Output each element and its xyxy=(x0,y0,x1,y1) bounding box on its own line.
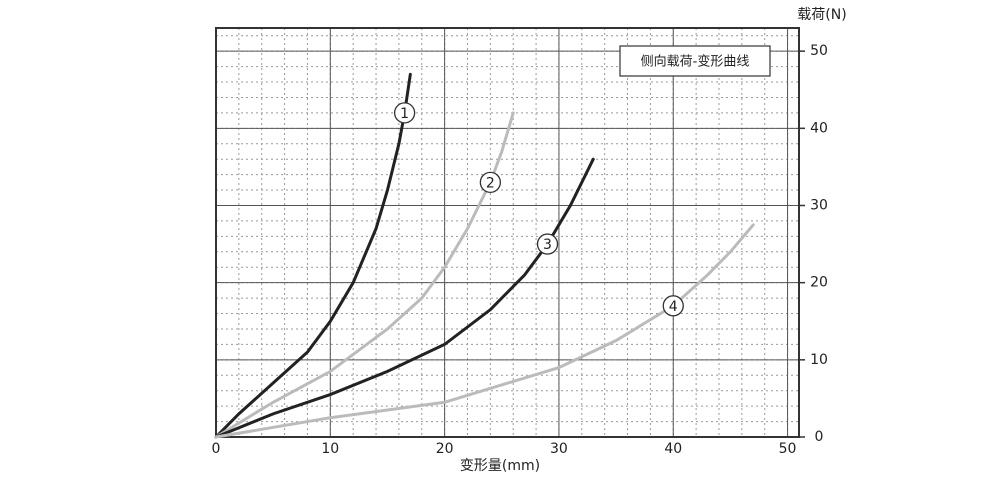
plot-frame xyxy=(215,27,800,438)
x-tick-label: 30 xyxy=(550,441,568,457)
curve xyxy=(214,157,595,439)
curve-label-circle xyxy=(536,233,559,255)
legend-box xyxy=(619,45,771,77)
x-tick-label: 10 xyxy=(321,441,339,457)
x-tick-label: 0 xyxy=(212,441,221,457)
y-axis-title: 载荷(N) xyxy=(797,7,846,23)
curve-label: 3 xyxy=(543,237,552,253)
curve xyxy=(214,223,755,439)
y-tick-label: 30 xyxy=(810,197,828,213)
curve-label-circle xyxy=(479,171,502,193)
y-tick-label: 10 xyxy=(810,352,828,368)
curve xyxy=(214,111,515,439)
y-tick-label: 20 xyxy=(810,275,828,291)
curve xyxy=(214,72,412,439)
y-tick-label: 50 xyxy=(810,43,828,59)
x-tick-label: 40 xyxy=(664,441,682,457)
y-tick-label: 0 xyxy=(815,429,824,445)
curve-label-circle xyxy=(662,295,684,317)
x-tick-label: 50 xyxy=(779,441,797,457)
curve-label: 4 xyxy=(669,299,678,315)
legend-title: 侧向载荷-变形曲线 xyxy=(641,54,750,70)
curve-label: 2 xyxy=(486,175,495,191)
x-tick-label: 20 xyxy=(436,441,454,457)
x-axis-title: 变形量(mm) xyxy=(460,458,540,474)
curve-label: 1 xyxy=(400,106,409,122)
y-tick-label: 40 xyxy=(810,120,828,136)
curve-label-circle xyxy=(393,102,416,124)
